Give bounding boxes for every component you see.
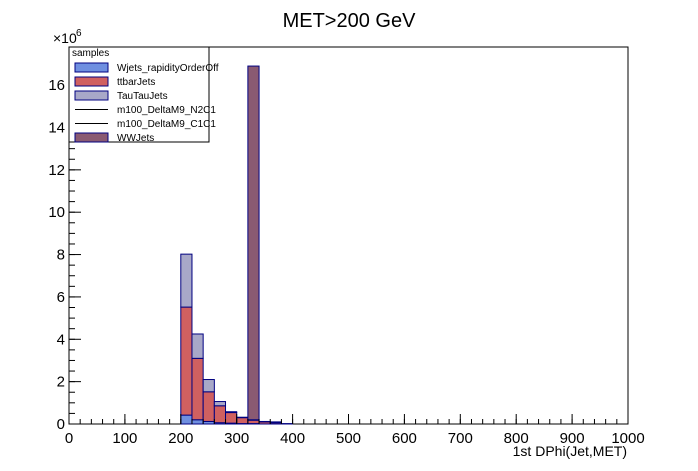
x-tick-label-100: 100 xyxy=(112,430,137,447)
legend-entry-m100_DeltaM9_C1C1: m100_DeltaM9_C1C1 xyxy=(117,119,216,130)
legend-entry-Wjets_rapidityOrderOff: Wjets_rapidityOrderOff xyxy=(117,63,219,74)
x-tick-label-400: 400 xyxy=(280,430,305,447)
bar-TauTauJets-240 xyxy=(202,379,215,393)
legend-swatch-TauTauJets xyxy=(74,90,109,101)
y-tick-label-8: 8 xyxy=(57,247,65,264)
bar-TauTauJets-200 xyxy=(180,253,193,308)
x-tick-label-1000: 1000 xyxy=(611,430,644,447)
y-tick-label-16: 16 xyxy=(48,77,65,94)
x-tick-label-700: 700 xyxy=(448,430,473,447)
bar-ttbarJets-320 xyxy=(247,419,260,425)
bar-WWJets-320 xyxy=(247,65,260,421)
x-tick-label-600: 600 xyxy=(392,430,417,447)
legend-entry-WWJets: WWJets xyxy=(117,133,154,144)
x-tick-label-900: 900 xyxy=(560,430,585,447)
legend-swatch-WWJets xyxy=(74,132,109,143)
y-tick-label-6: 6 xyxy=(57,289,65,306)
y-tick-label-10: 10 xyxy=(48,204,65,221)
legend-entry-m100_DeltaM9_N2C1: m100_DeltaM9_N2C1 xyxy=(117,105,216,116)
bar-TauTauJets-360 xyxy=(269,421,282,424)
x-tick-label-500: 500 xyxy=(336,430,361,447)
bar-TauTauJets-260 xyxy=(213,401,227,407)
bar-Wjets_rapidityOrderOff-200 xyxy=(180,414,193,425)
legend-entry-ttbarJets: ttbarJets xyxy=(117,77,155,88)
y-tick-label-4: 4 xyxy=(57,331,65,348)
legend-swatch-ttbarJets xyxy=(74,76,109,87)
y-multiplier-base: ×10 xyxy=(53,30,77,46)
y-multiplier-exponent: 6 xyxy=(76,28,82,39)
x-axis-title: 1st DPhi(Jet,MET) xyxy=(513,443,627,459)
x-tick-label-300: 300 xyxy=(224,430,249,447)
y-tick-label-14: 14 xyxy=(48,119,65,136)
legend-entry-TauTauJets: TauTauJets xyxy=(117,91,168,102)
y-tick-label-12: 12 xyxy=(48,162,65,179)
chart-title: MET>200 GeV xyxy=(283,10,417,32)
bar-Wjets_rapidityOrderOff-220 xyxy=(191,419,204,425)
y-tick-label-0: 0 xyxy=(57,416,65,433)
x-tick-label-0: 0 xyxy=(65,430,73,447)
bar-ttbarJets-260 xyxy=(213,405,227,424)
legend: samples Wjets_rapidityOrderOff ttbarJets Ta… xyxy=(68,46,219,144)
bar-ttbarJets-220 xyxy=(191,357,204,421)
histogram-bars xyxy=(180,65,294,425)
legend-header: samples xyxy=(72,48,109,59)
x-tick-label-800: 800 xyxy=(504,430,529,447)
bar-TauTauJets-280 xyxy=(225,411,238,414)
bar-ttbarJets-240 xyxy=(202,391,215,422)
x-tick-label-200: 200 xyxy=(168,430,193,447)
bar-TauTauJets-220 xyxy=(191,333,204,359)
bar-ttbarJets-280 xyxy=(225,412,238,424)
bar-ttbarJets-300 xyxy=(236,417,249,425)
y-axis-multiplier: ×10 6 xyxy=(53,28,82,46)
bar-ttbarJets-200 xyxy=(180,306,193,416)
y-tick-label-2: 2 xyxy=(57,374,65,391)
legend-swatch-Wjets_rapidityOrderOff xyxy=(74,62,109,73)
